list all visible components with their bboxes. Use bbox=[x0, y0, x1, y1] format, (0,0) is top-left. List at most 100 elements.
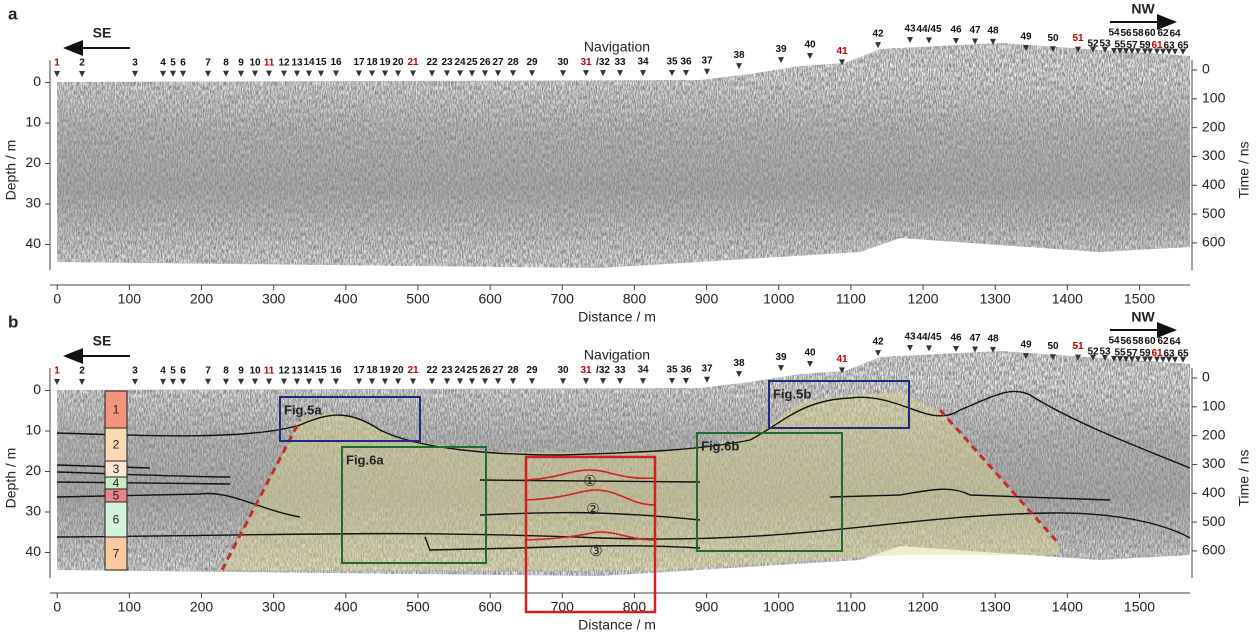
nav-marker bbox=[482, 70, 488, 77]
layer-cell bbox=[104, 536, 128, 571]
nav-marker bbox=[1147, 356, 1153, 363]
x-axis-title: Distance / m bbox=[578, 309, 656, 325]
nav-marker bbox=[160, 70, 166, 77]
nav-marker bbox=[495, 70, 501, 77]
nav-label: 26 bbox=[479, 365, 491, 376]
nav-label: 46 bbox=[950, 25, 962, 36]
nav-marker bbox=[640, 378, 646, 385]
horizon-line bbox=[829, 488, 1111, 501]
nav-label: 33 bbox=[614, 365, 626, 376]
unit-label: ② bbox=[586, 501, 599, 518]
radargram bbox=[57, 43, 1190, 268]
nav-marker bbox=[875, 350, 881, 357]
nav-label: 57 bbox=[1126, 40, 1138, 51]
figure-box bbox=[696, 432, 843, 552]
nav-label: 19 bbox=[379, 365, 391, 376]
x-tick-label: 0 bbox=[53, 599, 61, 615]
layer-label: 1 bbox=[113, 403, 120, 417]
nav-marker bbox=[1102, 354, 1108, 361]
y-axis-title: Depth / m bbox=[3, 140, 19, 201]
horizon-line bbox=[56, 512, 1191, 540]
nav-label: 20 bbox=[392, 57, 404, 68]
nav-marker bbox=[1117, 356, 1123, 363]
interpretation: 1 2 345 6 7 ① ② ③ Fig.5a Fig.5b Fig.6a Fig.6b bbox=[56, 380, 1191, 614]
nav-marker bbox=[1090, 354, 1096, 361]
nav-label: 48 bbox=[987, 333, 999, 344]
nav-label: 20 bbox=[392, 365, 404, 376]
nav-marker bbox=[972, 346, 978, 353]
nav-marker bbox=[1154, 48, 1160, 55]
x-tick-label: 1200 bbox=[907, 599, 938, 615]
nav-label: 56 bbox=[1120, 336, 1132, 347]
navigation-title: Navigation bbox=[584, 39, 650, 55]
nav-marker bbox=[252, 70, 258, 77]
nav-marker bbox=[1111, 47, 1117, 54]
nav-label: 61 bbox=[1151, 348, 1163, 359]
nav-marker bbox=[583, 70, 589, 77]
nav-marker bbox=[640, 70, 646, 77]
nav-label: 24 bbox=[454, 365, 466, 376]
nav-marker bbox=[972, 38, 978, 45]
nav-marker bbox=[469, 70, 475, 77]
nav-marker bbox=[482, 378, 488, 385]
nav-marker bbox=[1075, 354, 1081, 361]
x-tick-label: 400 bbox=[334, 599, 358, 615]
nav-marker bbox=[807, 53, 813, 59]
nav-marker bbox=[617, 70, 623, 77]
nav-label: 65 bbox=[1177, 40, 1189, 51]
horizon-line bbox=[479, 479, 701, 483]
nav-marker bbox=[444, 378, 450, 385]
nav-label: 47 bbox=[969, 333, 981, 344]
nav-label: 57 bbox=[1126, 348, 1138, 359]
figure-box-label: Fig.6a bbox=[346, 452, 384, 467]
nav-marker bbox=[369, 70, 375, 77]
nav-label: 5 bbox=[170, 57, 176, 68]
nav-label: 62 bbox=[1157, 28, 1169, 39]
nav-marker bbox=[1180, 356, 1186, 363]
nav-label: 43 bbox=[904, 332, 916, 343]
nav-label: 51 bbox=[1072, 33, 1084, 44]
nav-marker bbox=[306, 70, 312, 77]
nav-marker bbox=[1135, 48, 1141, 55]
nav-label: 49 bbox=[1020, 32, 1032, 43]
nav-marker bbox=[429, 70, 435, 77]
nav-marker bbox=[54, 70, 60, 77]
horizon-line bbox=[56, 481, 231, 485]
nav-marker bbox=[395, 378, 401, 385]
horizon-line bbox=[56, 390, 1191, 469]
figure-box bbox=[279, 396, 421, 442]
nav-label: 1 bbox=[54, 366, 60, 377]
nav-marker bbox=[617, 378, 623, 385]
y2-axis-title: Time / ns bbox=[1236, 141, 1252, 198]
nav-marker bbox=[669, 378, 675, 385]
layer-label: 7 bbox=[113, 547, 120, 561]
nav-label: 27 bbox=[492, 57, 504, 68]
nav-label: 50 bbox=[1047, 33, 1059, 44]
nav-marker bbox=[1160, 48, 1166, 55]
nav-marker bbox=[1142, 48, 1148, 55]
x-tick-label: 1400 bbox=[1052, 599, 1083, 615]
nav-marker bbox=[529, 70, 535, 77]
x-tick-label: 300 bbox=[262, 599, 286, 615]
y-tick-label: 10 bbox=[25, 422, 41, 438]
nav-label: 16 bbox=[330, 57, 342, 68]
nav-marker bbox=[926, 37, 932, 44]
nav-label: 30 bbox=[557, 365, 569, 376]
nav-marker bbox=[180, 70, 186, 77]
nav-label: 23 bbox=[441, 365, 453, 376]
nav-marker bbox=[170, 70, 176, 77]
nav-label: 9 bbox=[238, 365, 244, 376]
unit-boundary bbox=[525, 489, 656, 506]
nav-marker bbox=[1172, 356, 1178, 363]
horizon-line bbox=[56, 471, 231, 478]
nav-marker bbox=[1129, 356, 1135, 363]
nav-marker bbox=[1154, 356, 1160, 363]
radargram-noise bbox=[57, 43, 1190, 268]
y2-tick-label: 600 bbox=[1202, 234, 1226, 250]
figure-box bbox=[341, 446, 487, 564]
y2-tick-label: 400 bbox=[1202, 484, 1226, 500]
nav-marker bbox=[907, 345, 913, 351]
nav-marker bbox=[583, 378, 589, 385]
nav-label: 25 bbox=[466, 57, 478, 68]
nav-label: 59 bbox=[1139, 40, 1151, 51]
